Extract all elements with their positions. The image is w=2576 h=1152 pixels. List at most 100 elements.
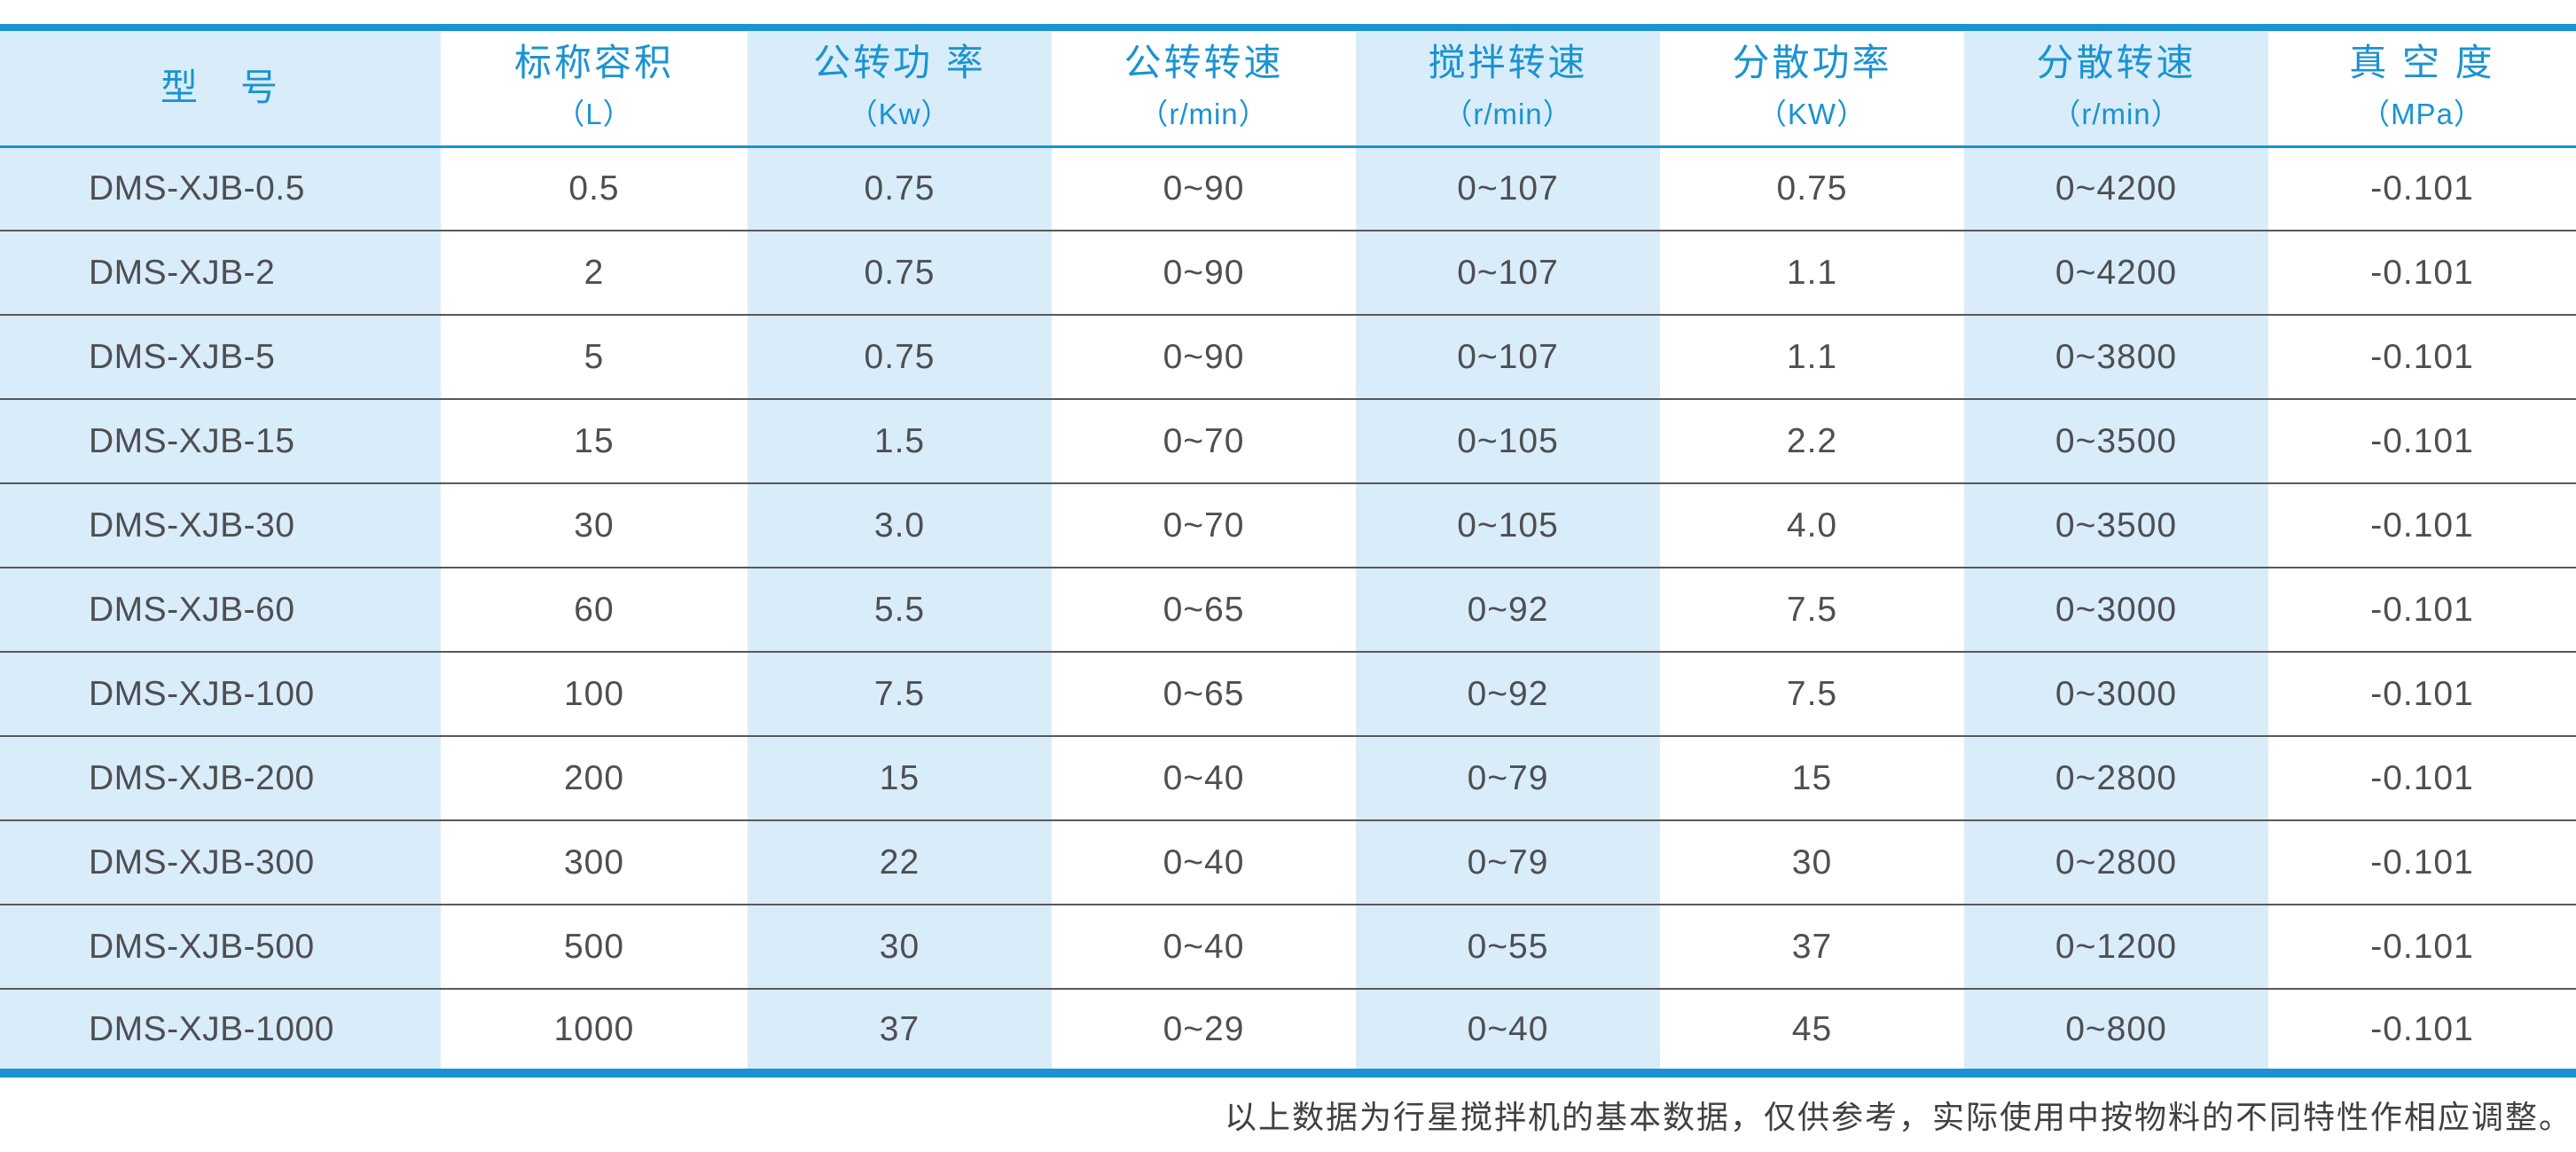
value-cell: 1000 [441,988,748,1073]
value-cell: 37 [1660,904,1964,989]
value-cell: -0.101 [2268,904,2576,989]
value-cell: 22 [748,819,1052,905]
value-cell: 0~92 [1356,651,1660,736]
value-cell: 3.0 [748,482,1052,568]
value-cell: 0~4200 [1964,230,2268,315]
value-cell: 5 [441,314,748,399]
value-cell: -0.101 [2268,230,2576,315]
value-cell: 0.75 [748,314,1052,399]
value-cell: 0.75 [1776,168,1848,208]
value-cell: 0~107 [1356,230,1660,315]
table-row: DMS-XJB-30 30 3.0 0~70 0~105 4.0 0~3500 -0.101 [0,482,2576,568]
column-header-8: 真 空 度 （MPa） [2268,27,2576,148]
value-cell: 60 [441,567,748,652]
value-cell: 0~3500 [1964,482,2268,568]
table-row: DMS-XJB-200 200 15 0~40 0~79 15 0~2800 -0.101 [0,735,2576,820]
model-cell: DMS-XJB-500 [0,904,441,989]
model-cell: DMS-XJB-0.5 [0,146,441,231]
value-cell: 0~79 [1356,735,1660,820]
value-cell: 37 [748,988,1052,1073]
value-cell: 0~90 [1052,314,1356,399]
value-cell: 0~3000 [1964,567,2268,652]
model-cell: DMS-XJB-1000 [0,988,441,1073]
column-unit: （r/min） [2051,98,2181,131]
value-cell: 45 [1660,988,1964,1073]
column-header-3: 公转功 率 （Kw） [748,27,1052,148]
value-cell: 100 [441,651,748,736]
value-cell: 0~55 [1356,904,1660,989]
value-cell: -0.101 [2268,819,2576,905]
value-cell: 0~105 [1356,398,1660,483]
value-cell: 0~92 [1356,567,1660,652]
value-cell: 0.75 [748,146,1052,231]
value-cell: 0.5 [568,168,620,208]
column-unit: （L） [555,98,633,131]
value-cell: 0~3800 [1964,314,2268,399]
column-unit: （MPa） [2361,98,2484,131]
value-cell: 1.5 [748,398,1052,483]
value-cell: 0~800 [1964,988,2268,1073]
value-cell: -0.101 [2268,735,2576,820]
column-header-7: 分散转速 （r/min） [1964,27,2268,148]
value-cell: 30 [441,482,748,568]
value-cell: 300 [441,819,748,905]
model-cell: DMS-XJB-200 [0,735,441,820]
column-title: 标称容积 [513,42,674,84]
value-cell: -0.101 [2370,168,2474,208]
value-cell: 0~4200 [1964,146,2268,231]
value-cell: 0~107 [1356,146,1660,231]
header-row: 型 号 标称容积 （L） 公转功 率 （Kw） 公转转速 （r/min） 搅拌转速 （r/min… [0,27,2576,148]
model-cell: DMS-XJB-5 [0,314,441,399]
value-cell: 500 [441,904,748,989]
value-cell: 4.0 [1660,482,1964,568]
value-cell: -0.101 [2268,314,2576,399]
column-unit: （KW） [1757,98,1867,131]
table-row: DMS-XJB-15 15 1.5 0~70 0~105 2.2 0~3500 -0.101 [0,398,2576,483]
value-cell: 0~1200 [1964,904,2268,989]
model-cell: DMS-XJB-100 [0,651,441,736]
value-cell: 0~2800 [1964,819,2268,905]
column-title: 分散功率 [1732,42,1892,84]
column-header-2: 标称容积 （L） [441,27,748,148]
value-cell: 0~90 [1052,230,1356,315]
table-row: DMS-XJB-60 60 5.5 0~65 0~92 7.5 0~3000 -0.101 [0,567,2576,652]
model-cell: DMS-XJB-2 [0,230,441,315]
value-cell: 15 [748,735,1052,820]
value-cell: 0~40 [1052,904,1356,989]
value-cell: -0.101 [2268,482,2576,568]
column-unit: （r/min） [1443,98,1573,131]
column-title: 搅拌转速 [1428,42,1588,84]
model-cell: DMS-XJB-15 [0,398,441,483]
value-cell: 2 [441,230,748,315]
value-cell: 0~65 [1052,567,1356,652]
value-cell: 0~29 [1052,988,1356,1073]
table-body: DMS-XJB-0.5 0.5 0.75 0~90 0~107 0.75 0~4200 -0.… [0,146,2576,1073]
value-cell: 15 [441,398,748,483]
value-cell: -0.101 [2268,398,2576,483]
value-cell: 0~79 [1356,819,1660,905]
value-cell: 0~3000 [1964,651,2268,736]
value-cell: 30 [1660,819,1964,905]
planetary-mixer-spec-table: 型 号 标称容积 （L） 公转功 率 （Kw） 公转转速 （r/min） 搅拌转速 （r/min… [0,24,2576,1078]
value-cell: 7.5 [1660,567,1964,652]
value-cell: 2.2 [1660,398,1964,483]
value-cell: 0~70 [1052,482,1356,568]
column-title: 型 号 [160,67,280,109]
column-header-4: 公转转速 （r/min） [1052,27,1356,148]
value-cell: 1.1 [1660,230,1964,315]
value-cell: 30 [748,904,1052,989]
value-cell: 1.1 [1660,314,1964,399]
value-cell: -0.101 [2268,651,2576,736]
value-cell: 200 [441,735,748,820]
value-cell: 0~40 [1356,988,1660,1073]
table-header: 型 号 标称容积 （L） 公转功 率 （Kw） 公转转速 （r/min） 搅拌转速 （r/min… [0,27,2576,148]
table-row: DMS-XJB-2 2 0.75 0~90 0~107 1.1 0~4200 -0.101 [0,230,2576,315]
value-cell: -0.101 [2268,988,2576,1073]
table-row: DMS-XJB-500 500 30 0~40 0~55 37 0~1200 -0.101 [0,904,2576,989]
column-header-1: 型 号 [0,27,441,148]
value-cell: 0~105 [1356,482,1660,568]
value-cell: 0~3500 [1964,398,2268,483]
value-cell: 0~65 [1052,651,1356,736]
column-title: 公转功 率 [813,42,986,84]
